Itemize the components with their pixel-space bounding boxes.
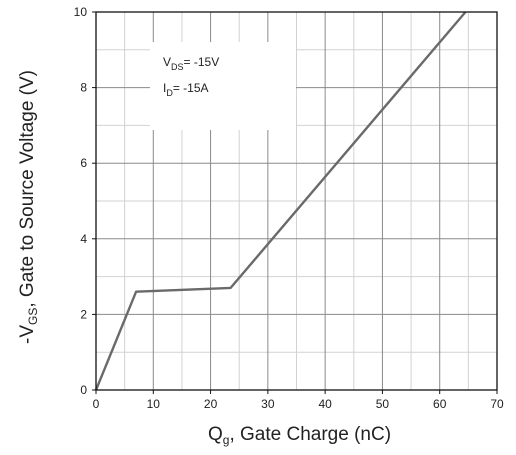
annotation-2-main: I [163, 81, 166, 95]
x-tick-label: 40 [318, 397, 332, 411]
x-tick-label: 20 [204, 397, 218, 411]
y-tick-label: 10 [74, 5, 88, 19]
x-tick-label: 50 [376, 397, 390, 411]
y-axis-title: -VGS, Gate to Source Voltage (V) [17, 70, 40, 344]
y-tick-label: 6 [80, 156, 87, 170]
annotation-1-rest: = -15V [184, 55, 220, 69]
annotation-box [150, 42, 296, 130]
y-axis-title-main: -V [17, 325, 38, 344]
y-tick-label: 8 [80, 81, 87, 95]
x-axis-title: Qg, Gate Charge (nC) [208, 424, 391, 447]
x-tick-label: 30 [261, 397, 275, 411]
y-axis-title-rest: , Gate to Source Voltage (V) [17, 70, 38, 308]
x-tick-label: 10 [147, 397, 161, 411]
x-tick-label: 60 [433, 397, 447, 411]
plot-frame [95, 11, 498, 391]
y-tick-label: 0 [80, 383, 87, 397]
x-axis-title-rest: , Gate Charge (nC) [229, 424, 391, 445]
annotation-2-rest: = -15A [173, 81, 209, 95]
y-tick-label: 2 [80, 307, 87, 321]
annotation-2-sub: D [166, 88, 173, 98]
x-axis-title-sub: g [223, 433, 230, 447]
x-tick-label: 0 [93, 397, 100, 411]
annotation-2: ID= -15A [163, 81, 209, 98]
annotation-1: VDS= -15V [163, 55, 219, 72]
annotation-1-main: V [163, 55, 171, 69]
y-tick-label: 4 [80, 232, 87, 246]
y-axis-title-sub: GS [26, 308, 40, 325]
series-line [94, 11, 467, 391]
annotation-1-sub: DS [171, 62, 184, 72]
x-axis-title-main: Q [208, 424, 223, 445]
x-tick-label: 70 [490, 397, 504, 411]
